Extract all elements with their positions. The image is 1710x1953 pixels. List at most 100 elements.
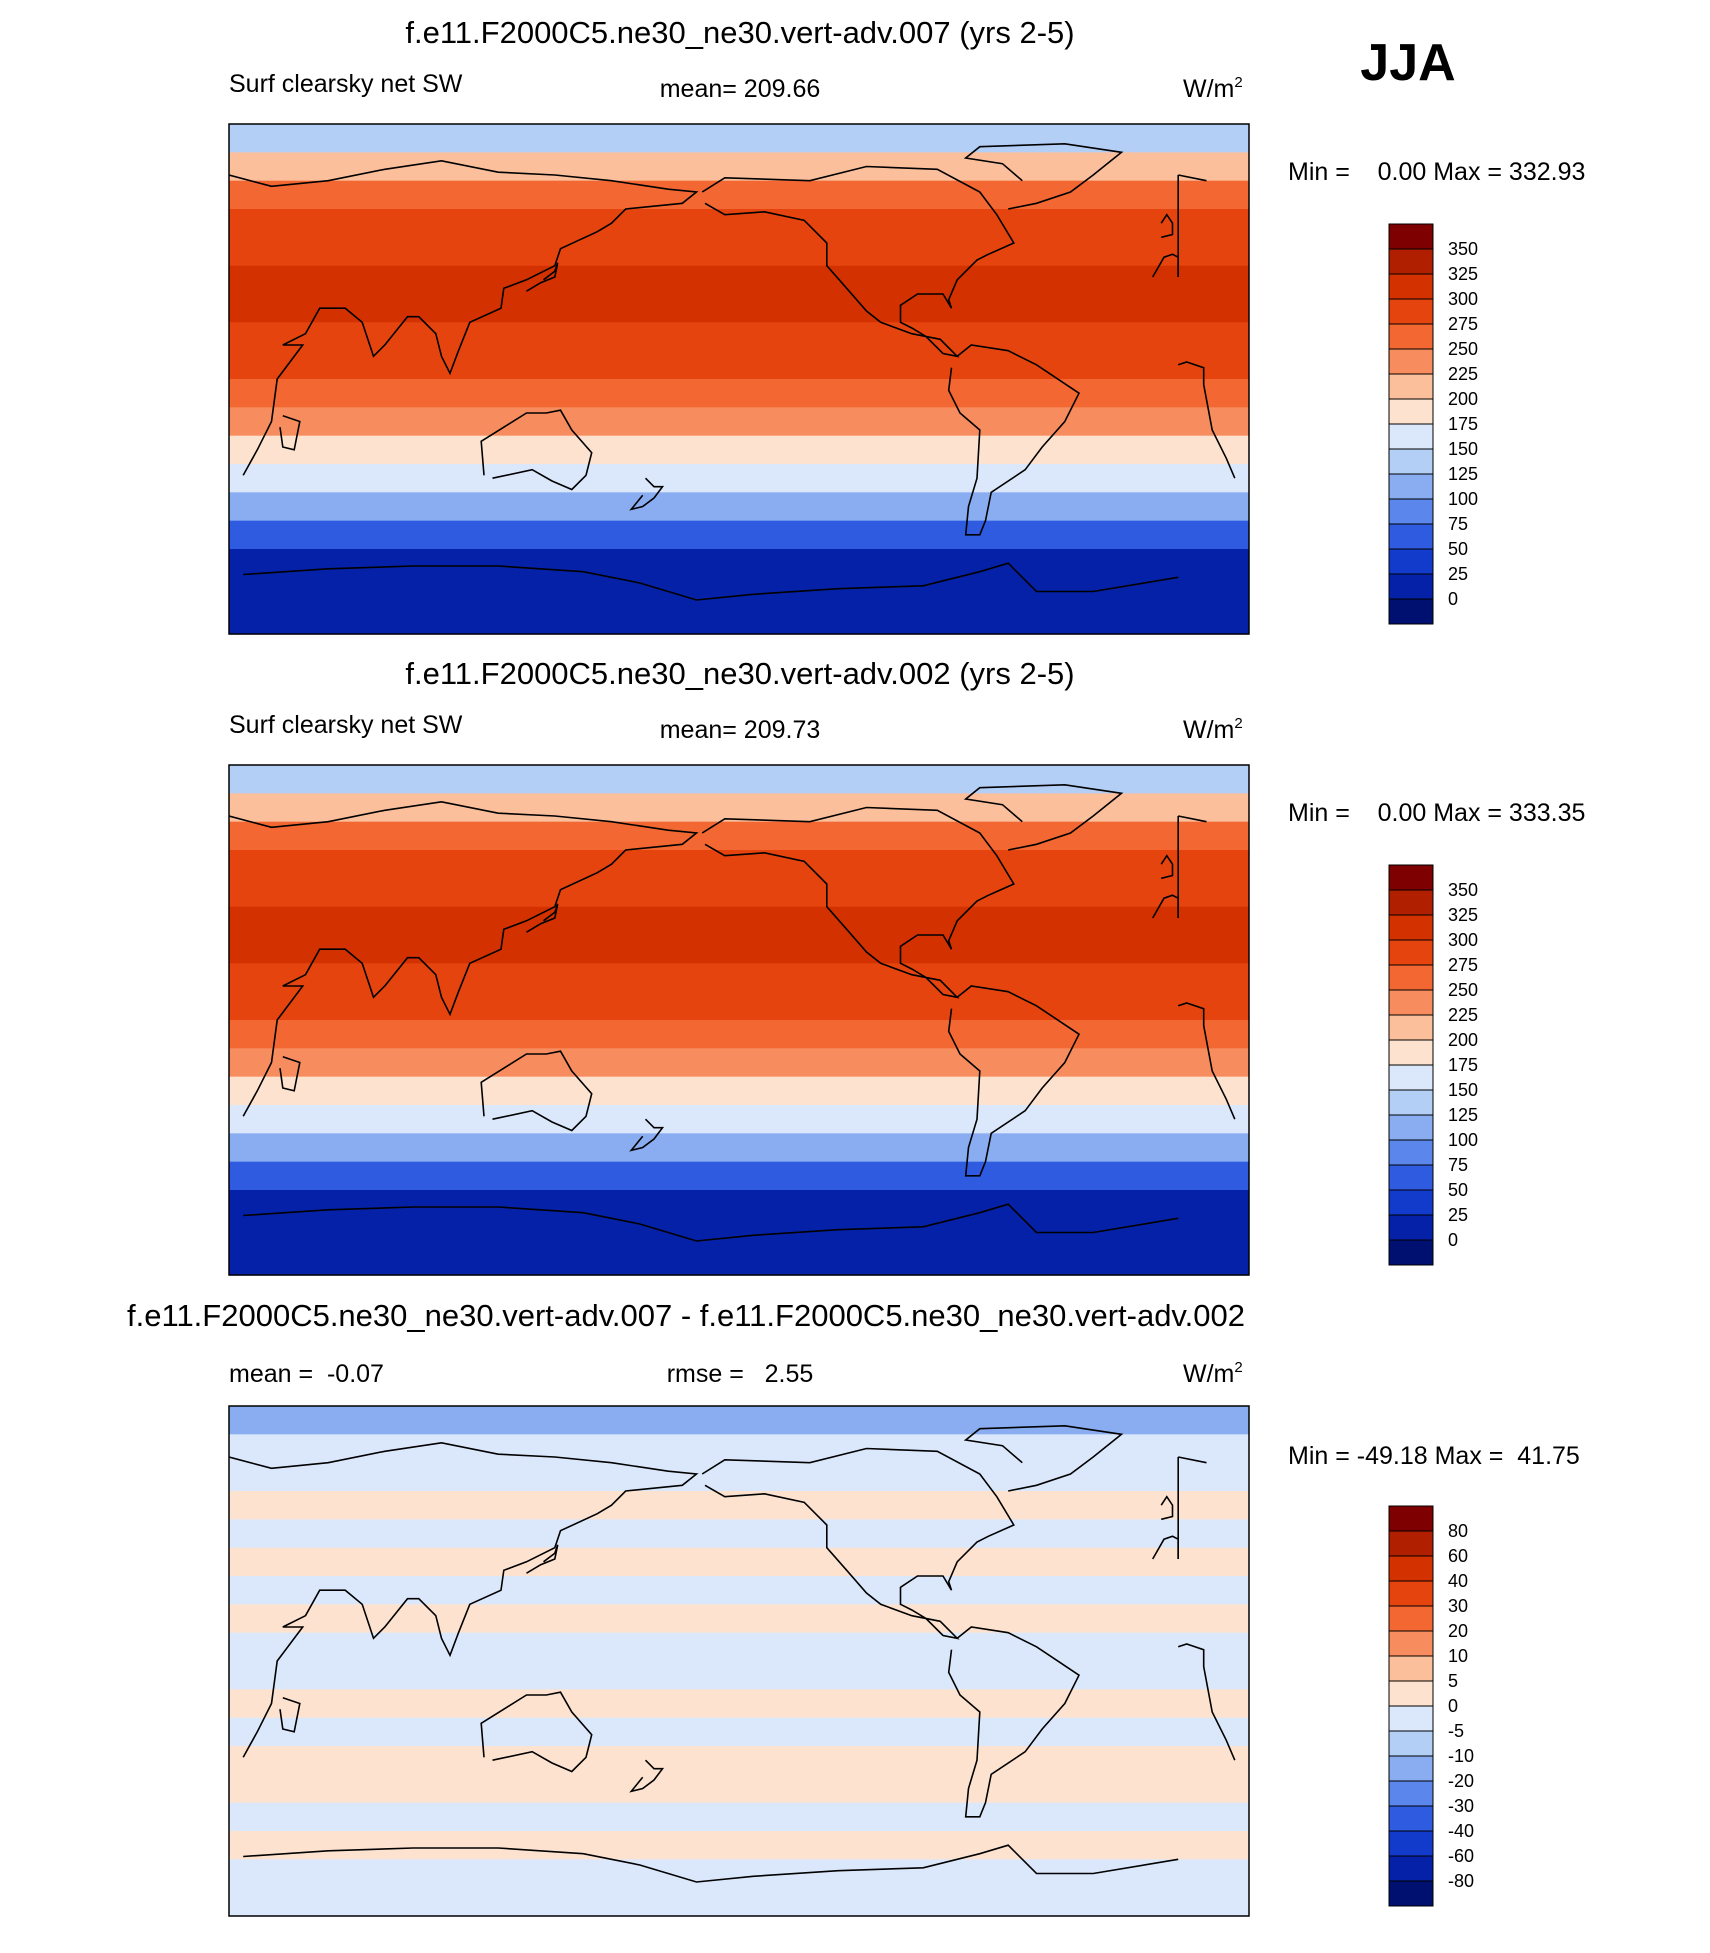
colorbar-swatch: [1388, 448, 1434, 475]
panel-top: f.e11.F2000C5.ne30_ne30.vert-adv.007 (yr…: [228, 15, 1585, 635]
coastline: [1160, 213, 1174, 239]
colorbar-tick-label: 125: [1448, 464, 1478, 484]
field-band: [229, 1519, 1249, 1549]
colorbar-tick-label: -80: [1448, 1871, 1474, 1891]
colorbar-swatch: [1388, 1189, 1434, 1216]
colorbar-swatch: [1388, 1605, 1434, 1632]
colorbar-swatch: [1388, 473, 1434, 500]
field-band: [229, 1246, 1249, 1276]
field-band: [229, 1020, 1249, 1049]
panel-difference-units: W/m2: [1183, 1359, 1243, 1388]
colorbar-swatch: [1388, 1730, 1434, 1757]
panel-difference-rmse-label: rmse = 2.55: [667, 1360, 814, 1388]
field-band: [229, 520, 1249, 550]
colorbar-tick-label: 40: [1448, 1571, 1468, 1591]
colorbar-tick-label: 100: [1448, 489, 1478, 509]
coastline: [480, 1050, 593, 1132]
coastline: [701, 806, 1015, 999]
field-band: [229, 1190, 1249, 1219]
colorbar-swatch: [1388, 223, 1434, 250]
field-band: [229, 605, 1249, 635]
colorbar-swatch: [1388, 1780, 1434, 1807]
colorbar-swatch: [1388, 1114, 1434, 1141]
colorbar-tick-label: -40: [1448, 1821, 1474, 1841]
colorbar-swatch: [1388, 1630, 1434, 1657]
field-band: [229, 1133, 1249, 1163]
colorbar-tick-label: 225: [1448, 1005, 1478, 1025]
colorbar-tick-label: 0: [1448, 1696, 1458, 1716]
field-band: [229, 1462, 1249, 1492]
panel-difference-title: f.e11.F2000C5.ne30_ne30.vert-adv.007 - f…: [127, 1298, 1245, 1333]
colorbar-swatch: [1388, 423, 1434, 450]
panel-middle-map-frame: [228, 764, 1250, 1276]
colorbar-tick-label: 300: [1448, 289, 1478, 309]
colorbar-tick-label: 0: [1448, 1230, 1458, 1250]
coastline: [947, 1626, 1081, 1818]
field-band: [229, 906, 1249, 936]
panel-difference-map-frame: [228, 1405, 1250, 1917]
panel-middle-units: W/m2: [1183, 715, 1243, 744]
field-band: [229, 821, 1249, 851]
colorbar-tick-label: 350: [1448, 880, 1478, 900]
colorbar-swatch: [1388, 1830, 1434, 1857]
coastline: [701, 165, 1015, 358]
colorbar-swatch: [1388, 939, 1434, 966]
colorbar-swatch: [1388, 889, 1434, 916]
colorbar-swatch: [1388, 1855, 1434, 1882]
colorbar-swatch: [1388, 1089, 1434, 1116]
field-band: [229, 793, 1249, 823]
field-band: [229, 991, 1249, 1021]
colorbar-swatch: [1388, 598, 1434, 625]
colorbar-swatch: [1388, 548, 1434, 575]
coastline: [963, 142, 1124, 210]
coastline: [526, 1544, 559, 1574]
field-band: [229, 935, 1249, 964]
colorbar-tick-label: 50: [1448, 539, 1468, 559]
field-band: [229, 765, 1249, 794]
coastline: [963, 783, 1124, 851]
colorbar-tick-label: 350: [1448, 239, 1478, 259]
colorbar-tick-label: 150: [1448, 1080, 1478, 1100]
field-band: [229, 464, 1249, 493]
colorbar-tick-label: 200: [1448, 389, 1478, 409]
colorbar-swatch: [1388, 1505, 1434, 1532]
colorbar-tick-label: -10: [1448, 1746, 1474, 1766]
colorbar-swatch: [1388, 1580, 1434, 1607]
coastline: [526, 262, 559, 292]
coastline: [1152, 894, 1179, 919]
colorbar-tick-label: 10: [1448, 1646, 1468, 1666]
colorbar-swatch: [1388, 373, 1434, 400]
coastline: [963, 1424, 1124, 1492]
colorbar-swatch: [1388, 248, 1434, 275]
field-band: [229, 152, 1249, 182]
coastline: [243, 1203, 1179, 1242]
colorbar-swatch: [1388, 1239, 1434, 1266]
field-band: [229, 1076, 1249, 1106]
coastline: [1152, 253, 1179, 278]
field-band: [229, 265, 1249, 295]
field-band: [229, 350, 1249, 380]
colorbar-tick-label: -30: [1448, 1796, 1474, 1816]
colorbar-tick-label: 175: [1448, 414, 1478, 434]
coastline: [1160, 854, 1174, 880]
panel-top-map-frame: [228, 123, 1250, 635]
field-band: [229, 407, 1249, 437]
panel-top-coastlines: [229, 142, 1236, 601]
colorbar-swatch: [1388, 298, 1434, 325]
colorbar-swatch: [1388, 1214, 1434, 1241]
coastline: [629, 1759, 665, 1793]
field-band: [229, 1831, 1249, 1860]
coastline: [279, 1697, 301, 1733]
colorbar-swatch: [1388, 1014, 1434, 1041]
colorbar-swatch: [1388, 398, 1434, 425]
colorbar-tick-label: -20: [1448, 1771, 1474, 1791]
field-band: [229, 1632, 1249, 1662]
field-band: [229, 492, 1249, 522]
colorbar-swatch: [1388, 273, 1434, 300]
colorbar-tick-label: 275: [1448, 955, 1478, 975]
colorbar-tick-label: 20: [1448, 1621, 1468, 1641]
coastline: [480, 1691, 593, 1773]
panel-top-map: [229, 124, 1249, 635]
colorbar-tick-label: 25: [1448, 1205, 1468, 1225]
coastline: [229, 800, 1236, 1120]
